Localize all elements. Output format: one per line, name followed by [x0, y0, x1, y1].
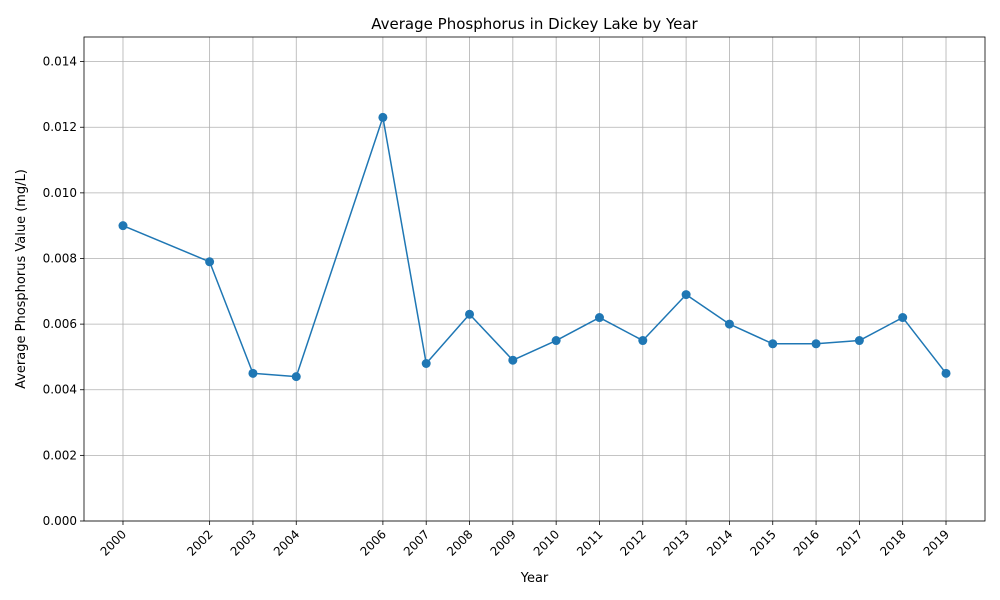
- data-point: [291, 372, 301, 382]
- y-tick-label: 0.014: [43, 55, 77, 69]
- data-point: [205, 257, 215, 267]
- data-point: [118, 221, 128, 231]
- axes: [83, 36, 986, 522]
- y-tick-label: 0.008: [43, 251, 77, 265]
- data-point: [854, 336, 864, 346]
- data-point: [768, 339, 778, 349]
- data-point: [594, 313, 604, 323]
- y-tick-label: 0.002: [43, 448, 77, 462]
- data-point: [378, 112, 388, 122]
- y-axis-title: Average Phosphorus Value (mg/L): [14, 169, 29, 389]
- y-tick-label: 0.012: [43, 120, 77, 134]
- x-axis-title: Year: [520, 571, 549, 586]
- plot-area: [84, 37, 985, 521]
- data-point: [898, 313, 908, 323]
- data-point: [508, 355, 518, 365]
- data-point: [465, 309, 475, 319]
- chart-title: Average Phosphorus in Dickey Lake by Yea…: [371, 15, 698, 33]
- data-point: [248, 368, 258, 378]
- y-tick-label: 0.010: [43, 186, 77, 200]
- axes-frame: [83, 36, 986, 522]
- data-point: [638, 336, 648, 346]
- data-point: [724, 319, 734, 329]
- y-axis-ticks: 0.000 0.002 0.004 0.006 0.008 0.010 0.012 0.014: [43, 55, 84, 528]
- data-point: [941, 368, 951, 378]
- series-line: [122, 116, 947, 378]
- data-point: [811, 339, 821, 349]
- y-tick-label: 0.006: [43, 317, 77, 331]
- data-point: [421, 358, 431, 368]
- y-tick-label: 0.004: [43, 383, 77, 397]
- series-group: [118, 112, 951, 382]
- y-tick-label: 0.000: [43, 514, 77, 528]
- data-point: [681, 290, 691, 300]
- data-point: [551, 336, 561, 346]
